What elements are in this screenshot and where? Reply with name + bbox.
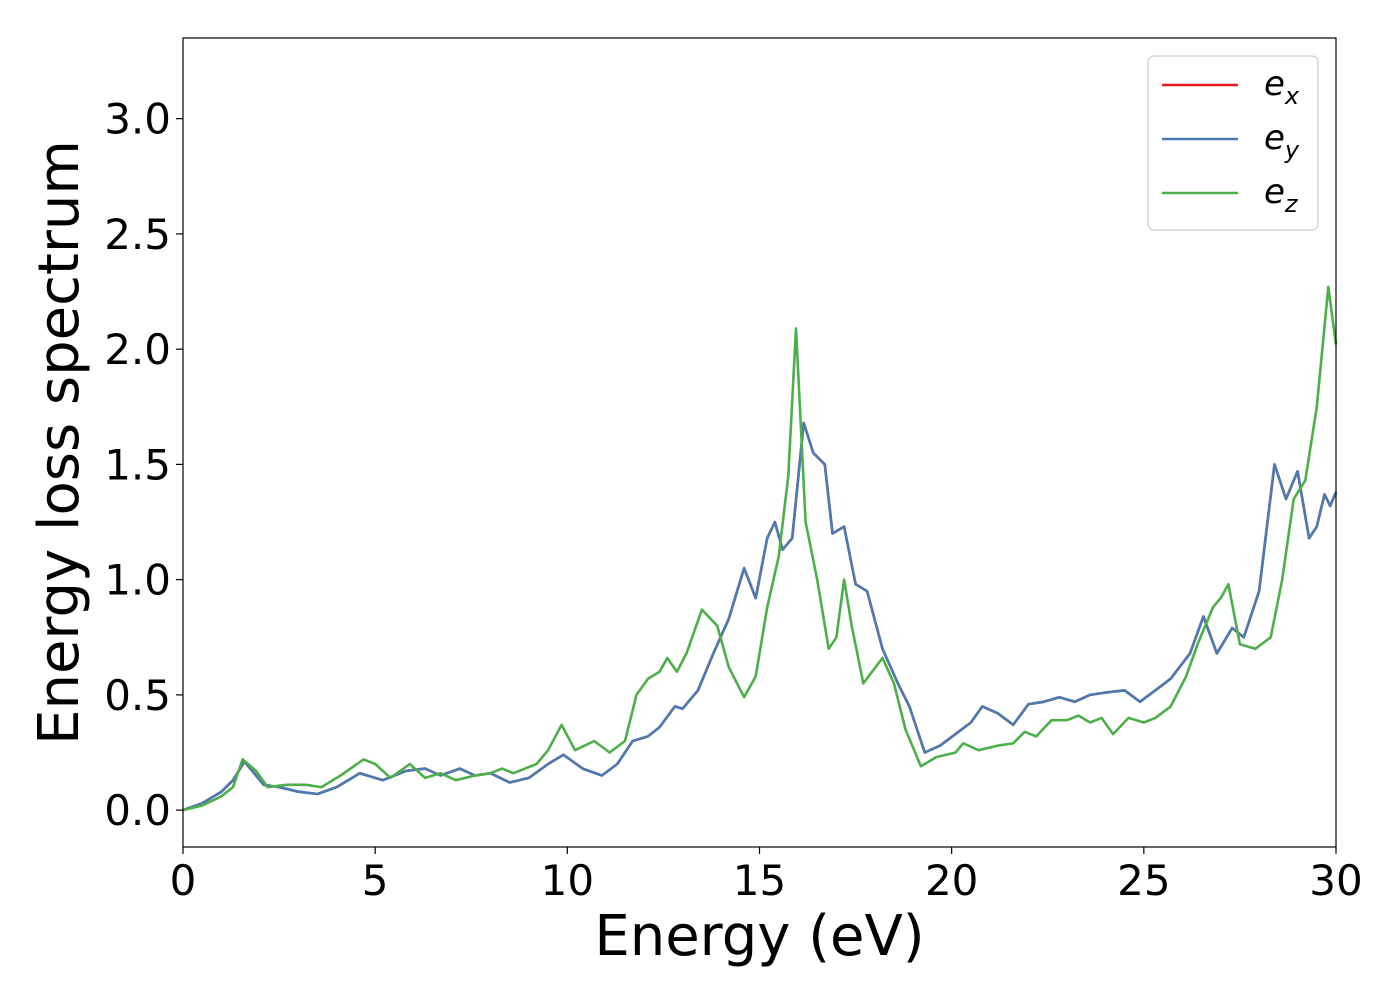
x-tick-label: 20 [925,856,978,905]
legend-label-z: ez [1264,172,1299,218]
x-tick-label: 30 [1309,856,1362,905]
x-tick-label: 0 [170,856,197,905]
x-axis-label: Energy (eV) [594,904,924,969]
y-tick-label: 0.5 [104,671,171,720]
y-tick-label: 1.5 [104,440,171,489]
x-tick-label: 15 [733,856,786,905]
y-tick-label: 2.5 [104,210,171,259]
x-tick-label: 25 [1117,856,1170,905]
legend-label-y: ey [1264,118,1300,164]
x-axis: 0 5 10 15 20 25 30 [170,847,1363,905]
series-lines [182,285,1338,812]
x-tick-label: 5 [362,856,389,905]
y-axis: 0.0 0.5 1.0 1.5 2.0 2.5 3.0 [104,95,183,835]
y-tick-label: 1.0 [104,556,171,605]
y-tick-label: 0.0 [104,786,171,835]
legend-label-x: ex [1264,64,1300,110]
legend-box [1147,55,1319,231]
series-line-y [182,421,1338,812]
y-tick-label: 3.0 [104,95,171,144]
legend: ex ey ez [1147,55,1319,231]
y-tick-label: 2.0 [104,325,171,374]
series-line-z [182,285,1338,812]
x-tick-label: 10 [541,856,594,905]
y-axis-label: Energy loss spectrum [27,140,92,745]
